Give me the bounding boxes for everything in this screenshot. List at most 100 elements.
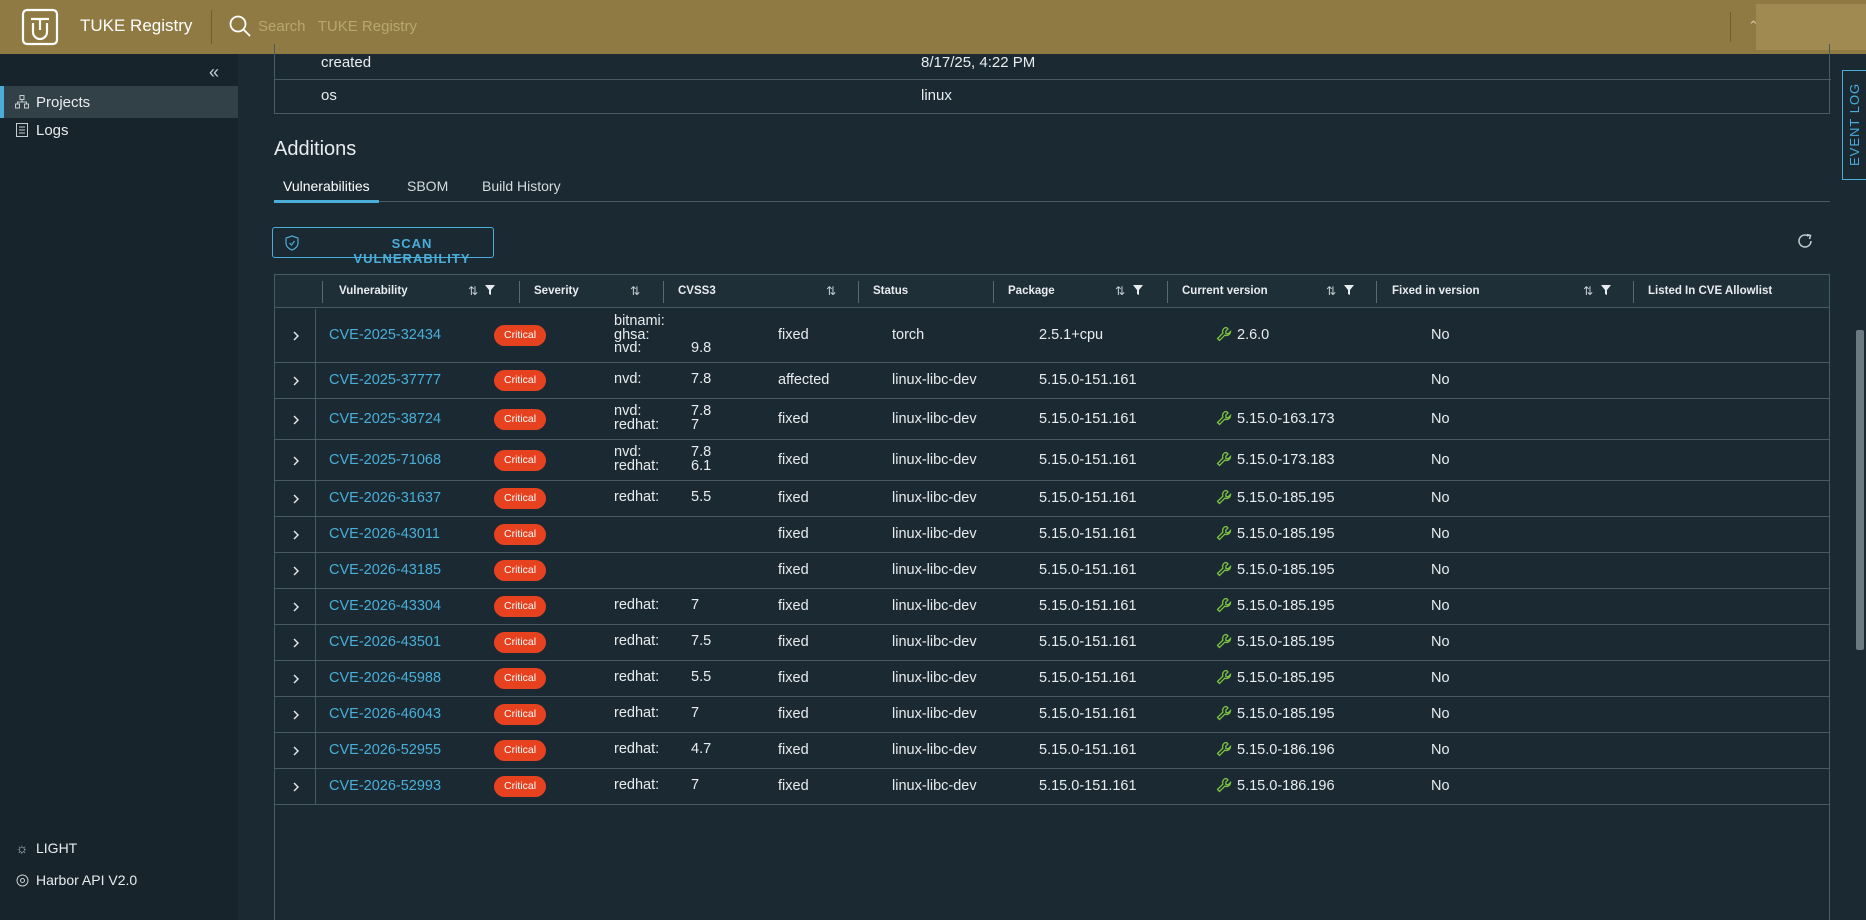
scan-vulnerability-button[interactable]: SCAN VULNERABILITY bbox=[272, 227, 494, 266]
severity-cell: Critical bbox=[494, 370, 547, 391]
app-title[interactable]: TUKE Registry bbox=[80, 16, 193, 35]
cvss-cell: redhat: 5.5 bbox=[614, 489, 712, 505]
expand-row-chevron-icon[interactable] bbox=[289, 329, 303, 343]
column-header-allowlist[interactable]: Listed In CVE Allowlist bbox=[1648, 285, 1773, 297]
allowlist-cell: No bbox=[1431, 562, 1450, 578]
column-header-fixed-version[interactable]: Fixed in version bbox=[1392, 285, 1480, 297]
expand-row-chevron-icon[interactable] bbox=[289, 636, 303, 650]
search-input[interactable] bbox=[258, 14, 588, 38]
filter-icon[interactable] bbox=[485, 285, 495, 295]
sort-icon[interactable]: ⇅ bbox=[1583, 284, 1594, 298]
package-cell: linux-libc-dev bbox=[892, 598, 977, 614]
current-version-cell: 5.15.0-151.161 bbox=[1039, 778, 1137, 794]
theme-toggle[interactable]: ☼ LIGHT bbox=[0, 840, 78, 856]
column-header-vulnerability[interactable]: Vulnerability bbox=[339, 285, 408, 297]
column-header-current-version[interactable]: Current version bbox=[1182, 285, 1268, 297]
severity-cell: Critical bbox=[494, 596, 547, 617]
scrollbar[interactable] bbox=[1856, 330, 1864, 650]
allowlist-cell: No bbox=[1431, 372, 1450, 388]
status-cell: fixed bbox=[778, 452, 809, 468]
cve-link[interactable]: CVE-2025-71068 bbox=[329, 452, 442, 468]
wrench-icon bbox=[1216, 597, 1232, 613]
cvss-score: 5.5 bbox=[691, 489, 712, 505]
cvss-cell: redhat: 7 bbox=[614, 705, 700, 721]
column-separator bbox=[315, 363, 316, 398]
cvss-source: nvd: bbox=[614, 371, 642, 387]
status-cell: fixed bbox=[778, 490, 809, 506]
user-menu-icon[interactable]: ⌃ bbox=[1748, 18, 1759, 33]
cvss-entry: redhat: 7 bbox=[614, 416, 711, 433]
expand-row-chevron-icon[interactable] bbox=[289, 672, 303, 686]
expand-row-chevron-icon[interactable] bbox=[289, 780, 303, 794]
fixed-version: 5.15.0-185.195 bbox=[1237, 598, 1335, 614]
expand-row-chevron-icon[interactable] bbox=[289, 744, 303, 758]
sidebar-item-logs[interactable]: Logs bbox=[0, 114, 238, 146]
user-menu[interactable] bbox=[1756, 4, 1866, 50]
cve-link[interactable]: CVE-2026-52955 bbox=[329, 742, 442, 758]
expand-row-chevron-icon[interactable] bbox=[289, 492, 303, 506]
detail-row: created 8/17/25, 4:22 PM bbox=[275, 46, 1831, 80]
tab-vulnerabilities[interactable]: Vulnerabilities bbox=[274, 178, 379, 203]
column-header-status[interactable]: Status bbox=[873, 285, 909, 297]
expand-row-chevron-icon[interactable] bbox=[289, 708, 303, 722]
cvss-score: 7 bbox=[691, 416, 700, 433]
cve-link[interactable]: CVE-2025-38724 bbox=[329, 411, 442, 427]
fixed-version: 5.15.0-185.195 bbox=[1237, 562, 1335, 578]
severity-cell: Critical bbox=[494, 632, 547, 653]
expand-row-chevron-icon[interactable] bbox=[289, 454, 303, 468]
wrench-icon bbox=[1216, 489, 1232, 505]
cvss-cell: nvd: 7.8 redhat: 6.1 bbox=[614, 444, 711, 473]
expand-row-chevron-icon[interactable] bbox=[289, 564, 303, 578]
sidebar-item-projects[interactable]: Projects bbox=[0, 86, 238, 118]
sort-icon[interactable]: ⇅ bbox=[826, 284, 837, 298]
filter-icon[interactable] bbox=[1601, 285, 1611, 295]
cve-link[interactable]: CVE-2026-43185 bbox=[329, 562, 442, 578]
sort-icon[interactable]: ⇅ bbox=[630, 284, 641, 298]
collapse-sidebar-icon[interactable]: « bbox=[208, 62, 219, 82]
cvss-source: nvd: bbox=[614, 444, 642, 460]
sort-icon[interactable]: ⇅ bbox=[468, 284, 479, 298]
cve-link[interactable]: CVE-2026-52993 bbox=[329, 778, 442, 794]
status-cell: fixed bbox=[778, 670, 809, 686]
filter-icon[interactable] bbox=[1344, 285, 1354, 295]
cve-link[interactable]: CVE-2026-45988 bbox=[329, 670, 442, 686]
wrench-icon bbox=[1216, 705, 1232, 721]
expand-row-chevron-icon[interactable] bbox=[289, 528, 303, 542]
cve-link[interactable]: CVE-2025-32434 bbox=[329, 327, 442, 343]
column-separator bbox=[993, 281, 994, 303]
event-log-tab[interactable]: EVENT LOG bbox=[1842, 70, 1866, 180]
column-header-severity[interactable]: Severity bbox=[534, 285, 579, 297]
tuke-logo-icon[interactable] bbox=[21, 8, 59, 46]
package-cell: linux-libc-dev bbox=[892, 670, 977, 686]
tab-sbom[interactable]: SBOM bbox=[407, 178, 449, 194]
cve-link[interactable]: CVE-2026-43304 bbox=[329, 598, 442, 614]
expand-row-chevron-icon[interactable] bbox=[289, 600, 303, 614]
search-icon[interactable] bbox=[228, 14, 252, 38]
cve-link[interactable]: CVE-2026-46043 bbox=[329, 706, 442, 722]
severity-cell: Critical bbox=[494, 524, 547, 545]
allowlist-cell: No bbox=[1431, 634, 1450, 650]
current-version-cell: 5.15.0-151.161 bbox=[1039, 670, 1137, 686]
column-header-package[interactable]: Package bbox=[1008, 285, 1055, 297]
wrench-icon bbox=[1216, 777, 1232, 793]
wrench-icon bbox=[1216, 326, 1232, 342]
filter-icon[interactable] bbox=[1133, 285, 1143, 295]
sort-icon[interactable]: ⇅ bbox=[1115, 284, 1126, 298]
cve-link[interactable]: CVE-2026-43011 bbox=[329, 526, 440, 542]
cvss-score: 7 bbox=[691, 705, 700, 721]
sort-icon[interactable]: ⇅ bbox=[1326, 284, 1337, 298]
cve-link[interactable]: CVE-2026-31637 bbox=[329, 490, 442, 506]
api-link[interactable]: Harbor API V2.0 bbox=[0, 872, 137, 888]
severity-cell: Critical bbox=[494, 560, 547, 581]
cve-link[interactable]: CVE-2026-43501 bbox=[329, 634, 442, 650]
cvss-source: redhat: bbox=[614, 777, 660, 793]
tab-build-history[interactable]: Build History bbox=[482, 178, 561, 194]
expand-row-chevron-icon[interactable] bbox=[289, 374, 303, 388]
cvss-cell: redhat: 5.5 bbox=[614, 670, 711, 685]
table-row: CVE-2026-52955 Critical redhat: 4.7 fixed lin… bbox=[275, 733, 1829, 769]
cvss-entry: bitnami: bbox=[614, 314, 711, 329]
expand-row-chevron-icon[interactable] bbox=[289, 413, 303, 427]
refresh-icon[interactable] bbox=[1796, 232, 1814, 250]
cve-link[interactable]: CVE-2025-37777 bbox=[329, 372, 442, 388]
column-header-cvss3[interactable]: CVSS3 bbox=[678, 285, 716, 297]
